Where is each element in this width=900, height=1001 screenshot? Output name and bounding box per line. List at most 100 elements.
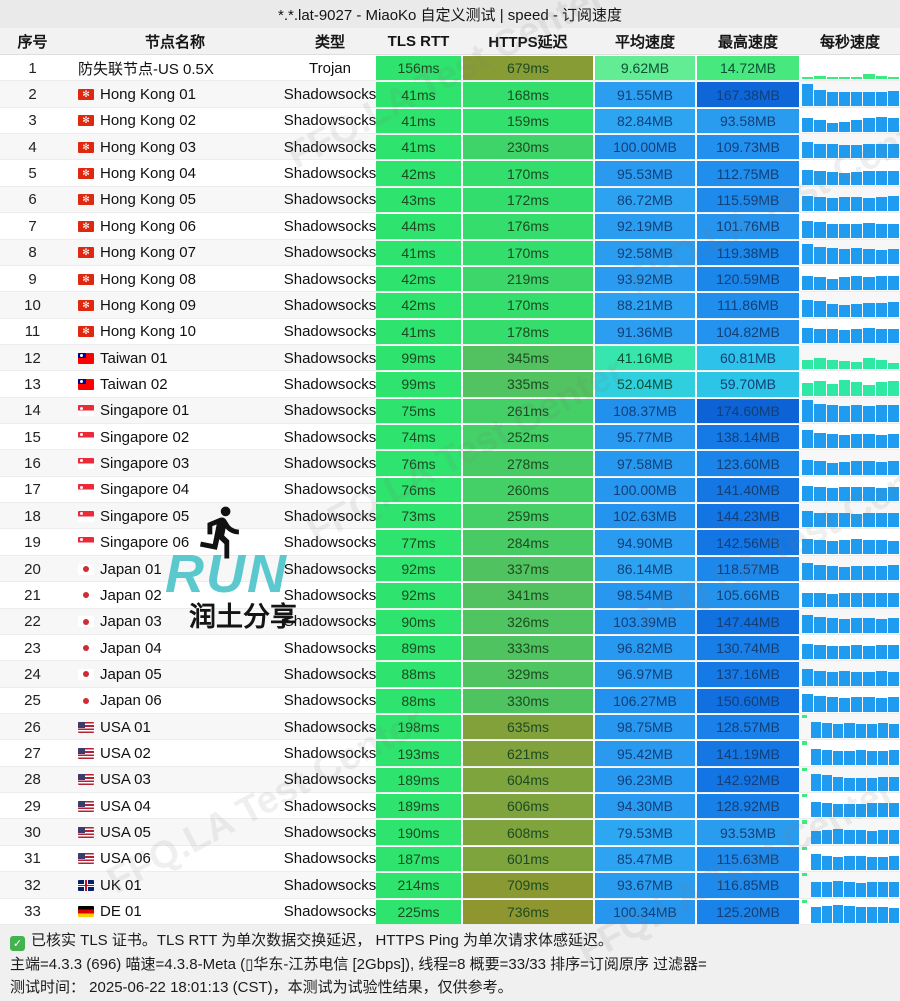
sparkline-bar — [822, 750, 833, 765]
speed-sparkline — [800, 504, 900, 528]
https-delay-cell: 635ms — [463, 714, 593, 740]
node-name-cell: USA 02 — [65, 740, 285, 766]
node-name: Hong Kong 06 — [100, 217, 196, 235]
node-name-cell: Taiwan 02 — [65, 371, 285, 397]
table-row: 6 Hong Kong 05 Shadowsocks43ms172ms86.72MB… — [0, 186, 900, 214]
speed-sparkline — [800, 636, 900, 660]
node-name-cell: Japan 06 — [65, 688, 285, 714]
node-name-cell: USA 05 — [65, 819, 285, 845]
sparkline-bar — [863, 328, 875, 343]
sparkline-bar — [875, 275, 887, 291]
node-name: Japan 06 — [100, 692, 162, 710]
sparkline-bar — [802, 511, 814, 528]
node-type: Shadowsocks — [283, 402, 377, 420]
max-speed-cell: 123.60MB — [697, 451, 799, 476]
sparkline-lead-tick — [802, 767, 807, 771]
sparkline-bar — [833, 829, 844, 844]
sparkline-bar — [887, 593, 899, 607]
avg-speed-cell: 108.37MB — [595, 398, 695, 424]
table-row: 8 Hong Kong 07 Shadowsocks41ms170ms92.58MB… — [0, 239, 900, 266]
footer-line-1: ✓ 已核实 TLS 证书。TLS RTT 为单次数据交换延迟， HTTPS Pin… — [10, 929, 890, 951]
node-name-cell: Hong Kong 03 — [65, 134, 285, 160]
hk-flag-icon — [78, 194, 94, 206]
sparkline-bar — [802, 359, 814, 370]
sparkline-bar — [863, 433, 875, 449]
sparkline-bar — [802, 399, 814, 423]
sg-flag-icon — [78, 431, 94, 443]
sparkline-bar — [888, 750, 899, 765]
node-name: USA 02 — [100, 745, 151, 763]
speed-sparkline — [800, 583, 900, 607]
sparkline-bar — [887, 697, 899, 712]
sparkline-bar — [826, 384, 838, 396]
speed-sparkline — [800, 873, 900, 897]
table-row: 27 USA 02 Shadowsocks 193ms 621ms 95.42MB 141.… — [0, 740, 900, 767]
sparkline-bar — [863, 592, 875, 607]
table-row: 24 Japan 05 Shadowsocks 88ms 329ms 96.97MB 137… — [0, 661, 900, 688]
sparkline-bar — [888, 830, 899, 844]
node-name-cell: Japan 01 — [65, 556, 285, 582]
row-index: 33 — [24, 903, 41, 921]
sparkline-bar — [875, 328, 887, 343]
node-name-cell: Japan 04 — [65, 635, 285, 661]
sparkline-bar — [814, 170, 826, 185]
tls-rtt-cell: 193ms — [376, 741, 461, 766]
tls-rtt-cell: 42ms — [376, 161, 461, 186]
row-index: 10 — [24, 296, 41, 314]
tls-rtt-cell: 77ms — [376, 530, 461, 555]
table-header: 序号 节点名称 类型 TLS RTT HTTPS延迟 平均速度 最高速度 每秒速度 — [0, 28, 900, 55]
node-name: USA 06 — [100, 850, 151, 868]
node-name-cell: Singapore 03 — [65, 450, 285, 476]
max-speed-cell: 59.70MB — [697, 372, 799, 397]
sparkline-bar — [826, 540, 838, 554]
sparkline-bar — [851, 618, 863, 633]
row-index: 21 — [24, 586, 41, 604]
speed-sparkline — [800, 241, 900, 265]
node-type: Shadowsocks — [283, 244, 377, 262]
sparkline-bar — [887, 565, 899, 581]
max-speed-cell: 120.59MB — [697, 266, 799, 292]
node-name: DE 01 — [100, 903, 142, 921]
node-type: Shadowsocks — [283, 296, 377, 314]
tls-rtt-cell: 41ms — [376, 319, 461, 344]
sparkline-bar — [826, 248, 838, 264]
sparkline-bar — [875, 381, 887, 396]
sparkline-bar — [875, 171, 887, 185]
row-index: 29 — [24, 797, 41, 815]
tls-rtt-cell: 41ms — [376, 108, 461, 134]
node-name: Hong Kong 01 — [100, 86, 196, 104]
sparkline-bar — [875, 618, 887, 633]
sparkline-bar — [863, 170, 875, 185]
sparkline-bar — [833, 723, 844, 739]
speed-sparkline — [800, 820, 900, 844]
avg-speed-cell: 86.72MB — [595, 187, 695, 213]
sparkline-bar — [863, 74, 875, 80]
node-name-cell: Singapore 04 — [65, 477, 285, 503]
sparkline-bar — [844, 777, 855, 792]
row-index: 30 — [24, 824, 41, 842]
sparkline-bar — [887, 381, 899, 396]
sg-flag-icon — [78, 405, 94, 417]
tls-rtt-cell: 75ms — [376, 398, 461, 424]
hk-flag-icon — [78, 141, 94, 153]
sparkline-bar — [863, 118, 875, 133]
speed-sparkline — [800, 662, 900, 686]
max-speed-cell: 125.20MB — [697, 899, 799, 924]
hk-flag-icon — [78, 168, 94, 180]
sparkline-bar — [887, 91, 899, 106]
verified-check-icon: ✓ — [10, 935, 25, 951]
speed-sparkline — [800, 899, 900, 924]
sparkline-bar — [826, 91, 838, 106]
sparkline-bar — [814, 461, 826, 475]
sparkline-bar — [838, 566, 850, 581]
max-speed-cell: 93.53MB — [697, 820, 799, 845]
sparkline-bar — [814, 486, 826, 502]
node-name: 防失联节点-US 0.5X — [78, 60, 214, 78]
node-name-cell: Hong Kong 02 — [65, 108, 285, 134]
tls-rtt-cell: 42ms — [376, 293, 461, 318]
sparkline-bar — [838, 540, 850, 554]
https-delay-cell: 284ms — [463, 530, 593, 555]
table-row: 12 Taiwan 01 Shadowsocks 99ms 345ms 41.16MB 60… — [0, 344, 900, 372]
avg-speed-cell: 93.92MB — [595, 266, 695, 292]
table-row: 28 USA 03 Shadowsocks 189ms 604ms 96.23MB 142.… — [0, 766, 900, 794]
